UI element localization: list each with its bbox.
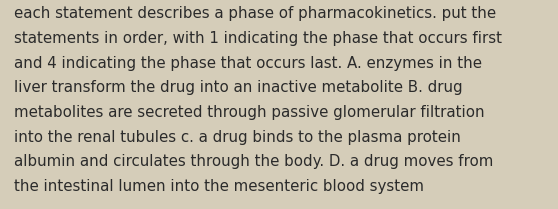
Text: and 4 indicating the phase that occurs last. A. enzymes in the: and 4 indicating the phase that occurs l… [14, 56, 482, 71]
Text: albumin and circulates through the body. D. a drug moves from: albumin and circulates through the body.… [14, 154, 493, 169]
Text: the intestinal lumen into the mesenteric blood system: the intestinal lumen into the mesenteric… [14, 179, 424, 194]
Text: liver transform the drug into an inactive metabolite B. drug: liver transform the drug into an inactiv… [14, 80, 463, 95]
Text: into the renal tubules c. a drug binds to the plasma protein: into the renal tubules c. a drug binds t… [14, 130, 461, 145]
Text: metabolites are secreted through passive glomerular filtration: metabolites are secreted through passive… [14, 105, 484, 120]
Text: each statement describes a phase of pharmacokinetics. put the: each statement describes a phase of phar… [14, 6, 496, 21]
Text: statements in order, with 1 indicating the phase that occurs first: statements in order, with 1 indicating t… [14, 31, 502, 46]
